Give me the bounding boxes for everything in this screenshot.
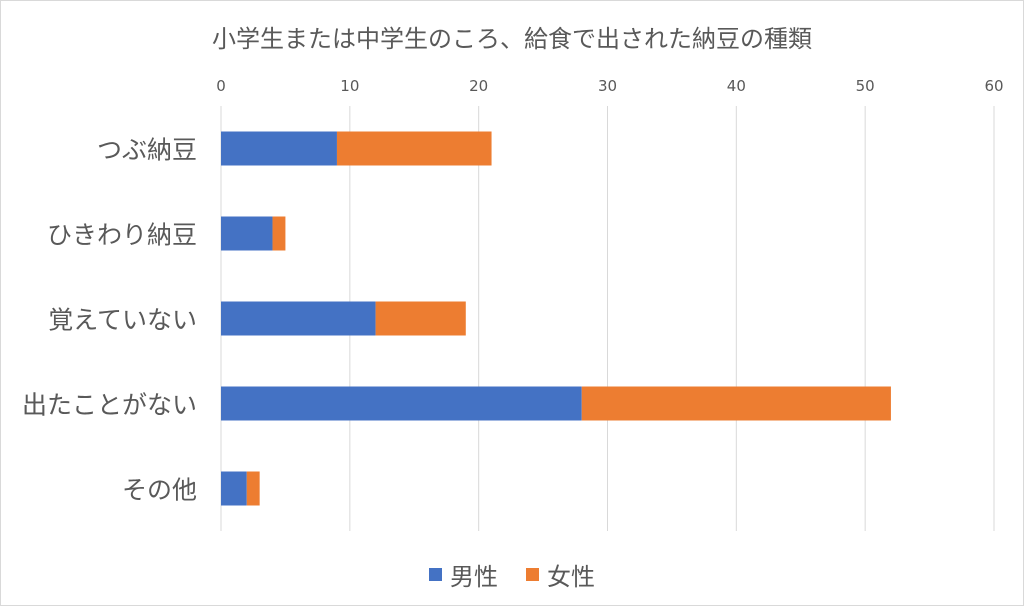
bar-male xyxy=(221,301,376,336)
category-label: つぶ納豆 xyxy=(97,136,197,165)
legend-swatch-female xyxy=(526,568,539,581)
bar-female xyxy=(246,471,260,506)
x-tick-label: 40 xyxy=(727,77,746,95)
bar-male xyxy=(221,386,582,421)
legend: 男性 女性 xyxy=(1,557,1023,592)
x-tick-label: 20 xyxy=(469,77,488,95)
bar-female xyxy=(375,301,466,336)
legend-swatch-male xyxy=(429,568,442,581)
legend-item-female: 女性 xyxy=(526,557,595,592)
x-tick-label: 10 xyxy=(340,77,359,95)
bar-female xyxy=(336,131,492,166)
legend-item-male: 男性 xyxy=(429,557,498,592)
chart-title: 小学生または中学生のころ、給食で出された納豆の種類 xyxy=(212,25,812,53)
legend-label-male: 男性 xyxy=(450,563,498,591)
x-tick-label: 60 xyxy=(984,77,1003,95)
bar-male xyxy=(221,471,247,506)
category-label: 覚えていない xyxy=(48,306,197,335)
x-tick-label: 0 xyxy=(216,77,226,95)
bar-male xyxy=(221,131,337,166)
x-tick-label: 30 xyxy=(598,77,617,95)
bar-female xyxy=(272,216,286,251)
legend-label-female: 女性 xyxy=(547,563,595,591)
x-tick-label: 50 xyxy=(856,77,875,95)
bar-male xyxy=(221,216,273,251)
bar-female xyxy=(581,386,891,421)
category-label: その他 xyxy=(122,476,197,505)
category-label: 出たことがない xyxy=(22,391,197,420)
category-label: ひきわり納豆 xyxy=(47,221,197,250)
